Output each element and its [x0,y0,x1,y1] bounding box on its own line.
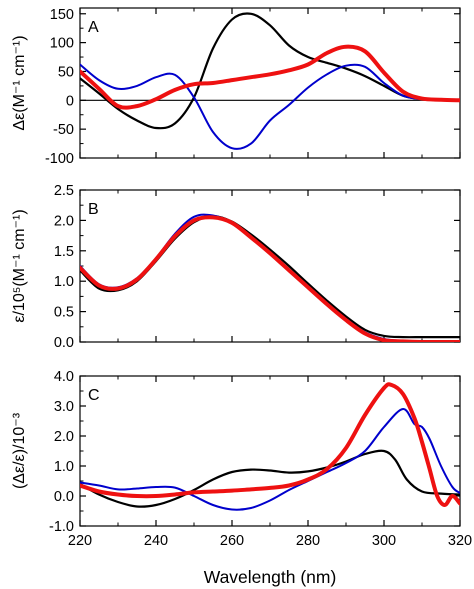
panel-b-plot-area [80,213,460,342]
panel-c-ticks: -1.0 0.0 1.0 2.0 3.0 4.0 220 240 260 280 300 320 [49,369,472,549]
series-line-2 [80,44,460,110]
y-tick-label: 100 [50,36,74,52]
panel-a-ticks: -100 -50 0 50 100 150 [45,7,461,167]
panel-b-y-axis-title-group: ε/10⁵(M⁻¹ cm⁻¹) [11,209,28,322]
panel-a-frame [79,7,461,159]
panel-b-ticks: 0.0 0.5 1.0 1.5 2.0 2.5 [54,183,461,351]
y-tick-label: 150 [50,7,74,23]
panel-b-letter: B [88,201,99,218]
x-tick-label: 240 [144,533,168,549]
y-tick-label: -100 [45,151,74,167]
panel-a: -100 -50 0 50 100 150 A Δε(M⁻¹ cm⁻¹) [11,7,461,167]
y-tick-label: 0.0 [54,489,74,505]
x-tick-label: 260 [220,533,244,549]
y-tick-label: 1.0 [54,274,74,290]
x-tick-label: 280 [296,533,320,549]
x-tick-label: 220 [68,533,92,549]
x-tick-label: 300 [372,533,396,549]
series-line-0 [80,12,460,130]
y-tick-label: 0 [66,93,74,109]
panel-a-y-axis-title: Δε(M⁻¹ cm⁻¹) [11,35,28,130]
panel-a-letter: A [88,19,99,36]
x-axis-title: Wavelength (nm) [204,567,337,587]
panel-b-frame [79,189,461,343]
y-tick-label: -50 [53,122,74,138]
y-tick-label: 4.0 [54,369,74,385]
y-tick-label: 0.5 [54,305,74,321]
series-line-1 [80,408,460,511]
y-tick-label: 2.0 [54,429,74,445]
panel-b-y-axis-title: ε/10⁵(M⁻¹ cm⁻¹) [11,209,28,322]
panel-c-frame [79,375,461,527]
series-line-2 [80,215,460,342]
series-line-1 [80,63,460,150]
y-tick-label: 2.5 [54,183,74,199]
y-tick-label: -1.0 [49,519,74,535]
panel-b: 0.0 0.5 1.0 1.5 2.0 2.5 B ε/10⁵(M⁻¹ cm⁻¹) [11,183,461,351]
y-tick-label: 2.0 [54,213,74,229]
panel-c-y-axis-title-group: (Δε/ε)/10⁻³ [11,412,28,489]
panel-c-letter: C [88,387,100,404]
series-line-2 [80,382,460,507]
y-tick-label: 3.0 [54,399,74,415]
panel-c-plot-area [80,382,460,511]
x-tick-label: 320 [448,533,472,549]
panel-a-plot-area [80,12,460,150]
panel-c-y-axis-title: (Δε/ε)/10⁻³ [11,412,28,489]
y-tick-label: 0.0 [54,335,74,351]
series-line-0 [80,214,460,339]
y-tick-label: 1.5 [54,244,74,260]
y-tick-label: 1.0 [54,459,74,475]
series-line-0 [80,449,460,508]
y-tick-label: 50 [58,64,74,80]
panel-a-y-axis-title-group: Δε(M⁻¹ cm⁻¹) [11,35,28,130]
